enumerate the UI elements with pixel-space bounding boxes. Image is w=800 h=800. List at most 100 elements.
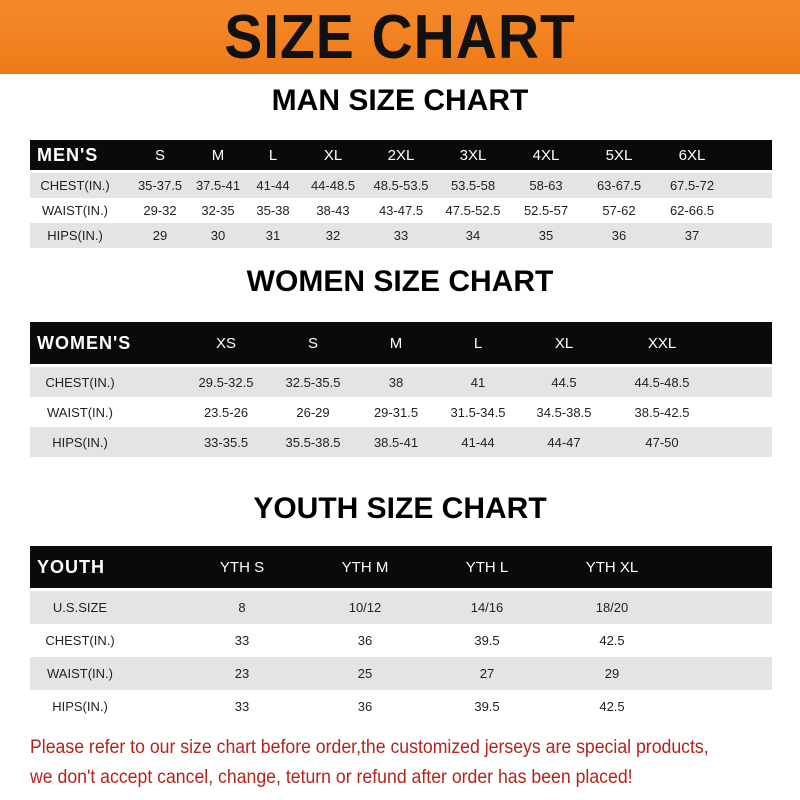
table-row: CHEST(IN.) 35-37.5 37.5-41 41-44 44-48.5 48.5… <box>30 173 772 198</box>
table-row: HIPS(IN.) 33-35.5 35.5-38.5 38.5-41 41-44 44-… <box>30 427 772 457</box>
size-cell: 52.5-57 <box>523 203 569 218</box>
row-label: CHEST(IN.) <box>40 178 110 193</box>
size-cell: 33-35.5 <box>203 434 249 450</box>
size-cell: 29.5-32.5 <box>198 374 254 390</box>
row-label: U.S.SIZE <box>52 600 108 615</box>
size-cell: 33 <box>234 699 250 714</box>
size-cell: 42.5 <box>599 699 625 714</box>
size-cell: 37.5-41 <box>195 178 241 193</box>
size-cell: 36 <box>611 228 627 243</box>
size-cell: 36 <box>357 699 373 714</box>
banner-title: SIZE CHART <box>224 3 576 72</box>
size-cell: 18/20 <box>595 600 629 615</box>
size-cell: 29 <box>604 666 620 681</box>
size-cell: 47.5-52.5 <box>445 203 501 218</box>
size-cell: 6XL <box>678 146 706 164</box>
size-cell: 67.5-72 <box>669 178 715 193</box>
size-cell: S <box>307 334 319 352</box>
size-cell: 35 <box>538 228 554 243</box>
size-cell: 39.5 <box>474 633 500 648</box>
size-cell: 23 <box>234 666 250 681</box>
size-cell: XL <box>323 146 343 164</box>
size-cell: 63-67.5 <box>596 178 642 193</box>
row-label: WOMEN'S <box>37 332 132 353</box>
size-cell: 35-37.5 <box>137 178 183 193</box>
size-cell: 26-29 <box>296 404 330 420</box>
size-cell: 41-44 <box>461 434 495 450</box>
size-cell: 47-50 <box>645 434 679 450</box>
size-cell: 38.5-41 <box>373 434 419 450</box>
table-row: WAIST(IN.) 23 25 27 29 <box>30 657 772 690</box>
size-cell: YTH S <box>219 558 265 576</box>
size-cell: 25 <box>357 666 373 681</box>
size-cell: 3XL <box>459 146 487 164</box>
row-label: YOUTH <box>37 556 105 577</box>
size-cell: 43-47.5 <box>378 203 424 218</box>
size-cell: 8 <box>238 600 246 615</box>
size-cell: 5XL <box>605 146 633 164</box>
size-cell: L <box>473 334 483 352</box>
row-label: CHEST(IN.) <box>45 374 115 390</box>
table-header-row: MEN'S S M L XL 2XL 3XL 4XL 5XL 6XL <box>30 140 772 170</box>
size-cell: 44-48.5 <box>310 178 356 193</box>
size-cell: 38.5-42.5 <box>634 404 690 420</box>
table-row: HIPS(IN.) 29 30 31 32 33 34 35 36 37 <box>30 223 772 248</box>
table-row: WAIST(IN.) 29-32 32-35 35-38 38-43 43-47.5 47.… <box>30 198 772 223</box>
table-title: YOUTH SIZE CHART <box>253 492 547 525</box>
size-cell: 44-47 <box>547 434 581 450</box>
size-cell: 38 <box>388 374 404 390</box>
table-header-row: YOUTH YTH S YTH M YTH L YTH XL <box>30 546 772 588</box>
size-cell: 27 <box>479 666 495 681</box>
table-header-row: WOMEN'S XS S M L XL XXL <box>30 322 772 364</box>
size-cell: 29-31.5 <box>373 404 419 420</box>
table-row: WAIST(IN.) 23.5-26 26-29 29-31.5 31.5-34.5 34… <box>30 397 772 427</box>
size-cell: 10/12 <box>348 600 382 615</box>
size-cell: 53.5-58 <box>450 178 496 193</box>
size-cell: 33 <box>393 228 409 243</box>
size-cell: 32.5-35.5 <box>285 374 341 390</box>
size-cell: 48.5-53.5 <box>373 178 429 193</box>
size-cell: 34 <box>465 228 481 243</box>
size-cell: 57-62 <box>602 203 636 218</box>
size-cell: 42.5 <box>599 633 625 648</box>
footer-notice: Please refer to our size chart before or… <box>30 733 737 793</box>
banner: SIZE CHART <box>0 0 800 74</box>
size-cell: M <box>211 146 225 164</box>
size-cell: 41 <box>470 374 486 390</box>
size-cell: 30 <box>210 228 226 243</box>
size-cell: XS <box>215 334 237 352</box>
size-cell: 29 <box>152 228 168 243</box>
size-cell: 32-35 <box>201 203 235 218</box>
row-label: HIPS(IN.) <box>52 699 108 714</box>
size-cell: L <box>268 146 278 164</box>
size-cell: M <box>389 334 403 352</box>
row-label: HIPS(IN.) <box>52 434 108 450</box>
table-title: MAN SIZE CHART <box>271 84 529 117</box>
row-label: WAIST(IN.) <box>47 404 113 420</box>
size-cell: 62-66.5 <box>669 203 715 218</box>
size-cell: XXL <box>647 334 677 352</box>
row-label: MEN'S <box>37 144 99 165</box>
table-title: WOMEN SIZE CHART <box>246 265 554 298</box>
table-row: HIPS(IN.) 33 36 39.5 42.5 <box>30 690 772 723</box>
row-label: WAIST(IN.) <box>42 203 108 218</box>
size-cell: 35.5-38.5 <box>285 434 341 450</box>
size-cell: 58-63 <box>529 178 563 193</box>
footer-line-2: we don't accept cancel, change, teturn o… <box>30 767 633 788</box>
size-cell: 35-38 <box>256 203 290 218</box>
size-cell: S <box>154 146 166 164</box>
size-cell: YTH L <box>465 558 509 576</box>
size-cell: 29-32 <box>143 203 177 218</box>
size-cell: 4XL <box>532 146 560 164</box>
size-cell: 23.5-26 <box>203 404 249 420</box>
size-cell: XL <box>554 334 574 352</box>
size-cell: 37 <box>684 228 700 243</box>
size-cell: 34.5-38.5 <box>536 404 592 420</box>
row-label: CHEST(IN.) <box>45 633 115 648</box>
size-cell: 39.5 <box>474 699 500 714</box>
table-row: U.S.SIZE 8 10/12 14/16 18/20 <box>30 591 772 624</box>
size-cell: 44.5 <box>551 374 577 390</box>
size-cell: 38-43 <box>316 203 350 218</box>
footer-line-1: Please refer to our size chart before or… <box>30 737 709 758</box>
size-cell: 2XL <box>387 146 415 164</box>
